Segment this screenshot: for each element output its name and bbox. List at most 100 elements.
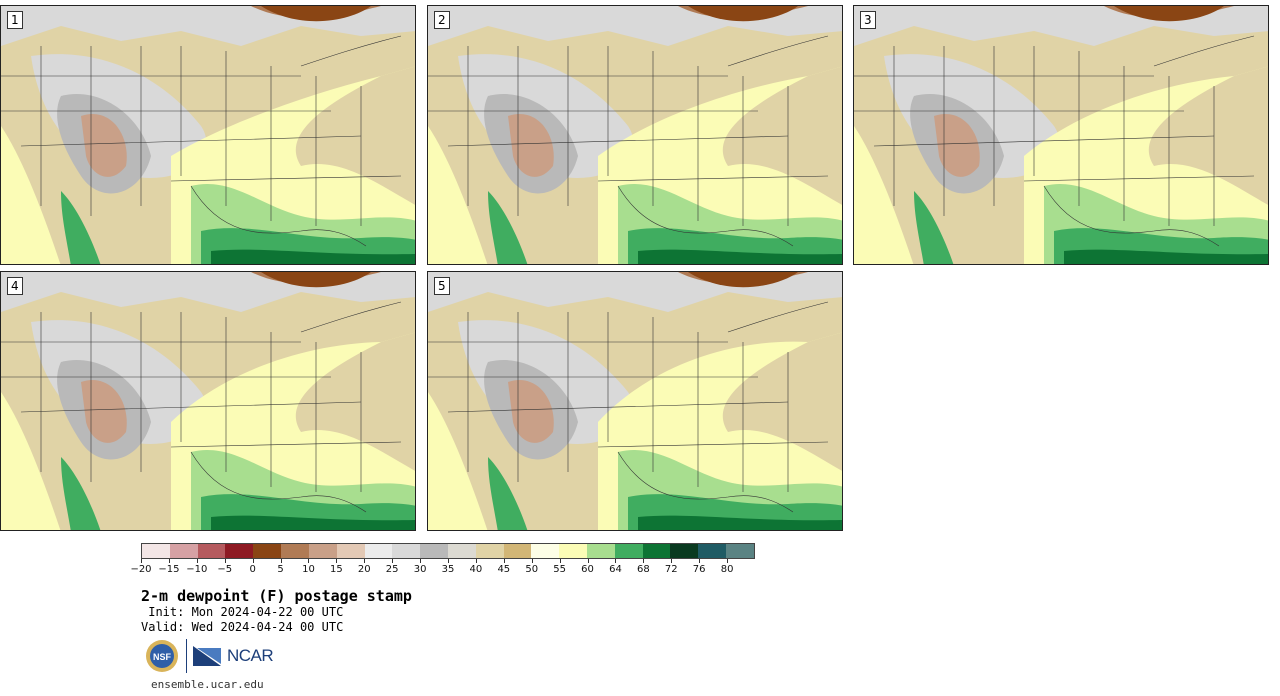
dewpoint-map-4 xyxy=(1,272,415,530)
dewpoint-region xyxy=(638,249,842,264)
dewpoint-colorbar xyxy=(141,543,755,559)
dewpoint-region xyxy=(211,515,415,530)
colorbar-tick xyxy=(587,559,589,563)
dewpoint-region xyxy=(81,114,127,177)
colorbar-tick xyxy=(168,559,170,563)
colorbar-tick xyxy=(252,559,254,563)
dewpoint-region xyxy=(61,457,101,530)
dewpoint-region xyxy=(488,457,528,530)
colorbar-swatch xyxy=(531,544,560,558)
logo-divider xyxy=(186,639,187,673)
colorbar-tick xyxy=(336,559,338,563)
dewpoint-region xyxy=(854,126,914,264)
colorbar-swatch xyxy=(587,544,615,558)
colorbar-tick-label: 30 xyxy=(413,564,427,575)
colorbar-swatch xyxy=(447,544,476,558)
dewpoint-region xyxy=(914,191,954,264)
dewpoint-region xyxy=(508,114,554,177)
colorbar-swatch xyxy=(642,544,671,558)
colorbar-tick-label: 15 xyxy=(329,564,343,575)
colorbar-tick xyxy=(559,559,561,563)
member-number: 1 xyxy=(7,11,23,29)
colorbar-swatch xyxy=(364,544,393,558)
dewpoint-region xyxy=(1114,6,1224,22)
colorbar-tick xyxy=(727,559,729,563)
colorbar-tick-label: 0 xyxy=(249,564,256,575)
colorbar-tick-label: −20 xyxy=(130,564,152,575)
colorbar-swatch xyxy=(614,544,643,558)
colorbar-tick-label: 68 xyxy=(636,564,650,575)
colorbar-tick-label: 45 xyxy=(497,564,511,575)
dewpoint-region xyxy=(934,114,980,177)
dewpoint-map-1 xyxy=(1,6,415,264)
dewpoint-map-3 xyxy=(854,6,1268,264)
colorbar-swatch xyxy=(698,544,727,558)
state-boundaries xyxy=(428,301,829,513)
colorbar-tick xyxy=(364,559,366,563)
dewpoint-region xyxy=(295,66,415,205)
state-boundaries xyxy=(428,35,829,247)
dewpoint-region xyxy=(688,6,798,22)
colorbar-swatch xyxy=(253,544,282,558)
ncar-logo-text: NCAR xyxy=(227,646,274,665)
colorbar-tick xyxy=(280,559,282,563)
logos: NSF NCAR xyxy=(144,638,274,674)
dewpoint-region xyxy=(488,191,528,264)
colorbar-tick xyxy=(671,559,673,563)
dewpoint-region xyxy=(261,272,371,288)
colorbar-swatch xyxy=(559,544,587,558)
colorbar-tick xyxy=(448,559,449,563)
init-time: Init: Mon 2024-04-22 00 UTC xyxy=(141,605,344,619)
colorbar-swatch xyxy=(169,544,198,558)
colorbar-tick-label: −10 xyxy=(186,564,208,575)
colorbar-swatch xyxy=(225,544,254,558)
dewpoint-region xyxy=(638,515,842,530)
member-number: 5 xyxy=(434,277,450,295)
dewpoint-region xyxy=(428,392,488,530)
colorbar-tick-label: 35 xyxy=(441,564,455,575)
dewpoint-region xyxy=(428,126,488,264)
colorbar-tick-label: 80 xyxy=(720,564,734,575)
state-boundaries xyxy=(1,35,402,247)
dewpoint-region xyxy=(508,380,554,443)
colorbar-tick-label: −5 xyxy=(217,564,233,575)
member-panel-4: 4 xyxy=(0,271,416,531)
colorbar-tick xyxy=(196,559,198,563)
colorbar-ticks: −20 −15 −10 −5 0 5 10 15 20 25 30 35 40 45 50 55 60 64 68 7… xyxy=(130,559,755,577)
dewpoint-region xyxy=(1148,66,1268,205)
dewpoint-region xyxy=(1,392,61,530)
colorbar-swatch xyxy=(503,544,532,558)
colorbar-tick xyxy=(531,559,533,563)
member-panel-5: 5 xyxy=(427,271,843,531)
dewpoint-region xyxy=(688,272,798,288)
member-panel-3: 3 xyxy=(853,5,1269,265)
colorbar-tick-label: −15 xyxy=(158,564,180,575)
colorbar-tick xyxy=(503,559,505,563)
ncar-logo-icon xyxy=(193,646,221,666)
dewpoint-region xyxy=(211,249,415,264)
colorbar-swatch xyxy=(726,544,754,558)
colorbar-swatch xyxy=(281,544,309,558)
dewpoint-region xyxy=(1064,249,1268,264)
member-number: 2 xyxy=(434,11,450,29)
figure-title: 2-m dewpoint (F) postage stamp xyxy=(141,587,412,605)
colorbar-tick xyxy=(699,559,701,563)
dewpoint-map-2 xyxy=(428,6,842,264)
colorbar-tick-label: 5 xyxy=(277,564,284,575)
site-url: ensemble.ucar.edu xyxy=(151,678,264,691)
member-panel-2: 2 xyxy=(427,5,843,265)
dewpoint-region xyxy=(295,332,415,471)
dewpoint-region xyxy=(61,191,101,264)
colorbar-tick xyxy=(420,559,422,563)
colorbar-tick xyxy=(308,559,310,563)
colorbar-tick xyxy=(141,559,142,563)
colorbar-tick-label: 40 xyxy=(469,564,483,575)
colorbar-tick xyxy=(475,559,477,563)
colorbar-swatch xyxy=(670,544,699,558)
nsf-logo-icon: NSF xyxy=(146,640,178,672)
valid-time: Valid: Wed 2024-04-24 00 UTC xyxy=(141,620,344,634)
colorbar-tick-label: 72 xyxy=(664,564,678,575)
nsf-logo-text: NSF xyxy=(153,652,172,662)
colorbar-tick xyxy=(224,559,226,563)
colorbar-tick-label: 60 xyxy=(581,564,594,575)
